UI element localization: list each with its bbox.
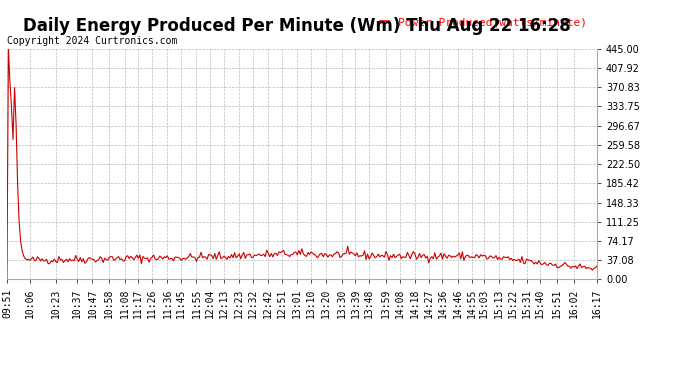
Legend: Power Produced(watts/minute): Power Produced(watts/minute) <box>375 13 591 32</box>
Text: Copyright 2024 Curtronics.com: Copyright 2024 Curtronics.com <box>7 36 177 46</box>
Text: Daily Energy Produced Per Minute (Wm) Thu Aug 22 16:28: Daily Energy Produced Per Minute (Wm) Th… <box>23 17 571 35</box>
